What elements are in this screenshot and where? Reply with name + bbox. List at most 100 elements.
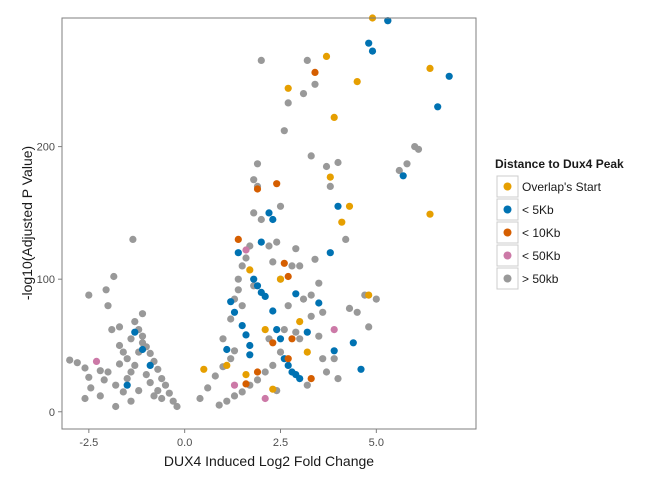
data-point xyxy=(123,381,131,389)
legend-marker xyxy=(503,251,512,260)
data-point xyxy=(276,275,285,283)
data-point xyxy=(276,202,285,210)
data-point xyxy=(242,246,250,254)
data-point xyxy=(234,286,242,294)
data-point xyxy=(211,372,219,380)
y-axis-title: -log10(Adjusted P Value) xyxy=(19,146,35,300)
data-point xyxy=(273,180,281,188)
data-point xyxy=(96,392,104,400)
data-point xyxy=(403,160,411,168)
data-point xyxy=(322,52,331,61)
data-point xyxy=(273,238,281,246)
data-point xyxy=(250,275,258,283)
data-point xyxy=(326,249,334,257)
data-point xyxy=(307,152,315,160)
data-point xyxy=(234,275,242,283)
data-point xyxy=(326,173,334,181)
legend-label: < 50Kb xyxy=(522,249,561,263)
data-point xyxy=(319,308,327,316)
data-point xyxy=(330,113,338,121)
x-axis-title: DUX4 Induced Log2 Fold Change xyxy=(164,453,374,469)
legend-label: < 5Kb xyxy=(522,203,554,217)
data-point xyxy=(349,339,357,347)
legend-label: > 50kb xyxy=(522,272,559,286)
data-point xyxy=(253,376,262,384)
data-point xyxy=(330,326,338,334)
data-point xyxy=(138,345,147,354)
data-point xyxy=(131,328,139,336)
data-point xyxy=(269,385,277,393)
series-1 xyxy=(123,17,453,389)
data-point xyxy=(108,326,116,334)
data-point xyxy=(269,215,277,224)
data-point xyxy=(238,322,246,330)
data-point xyxy=(227,298,235,306)
data-point xyxy=(242,371,250,379)
data-point xyxy=(273,326,281,334)
data-point xyxy=(445,72,453,80)
data-point xyxy=(296,375,304,383)
data-point xyxy=(242,254,250,262)
data-point xyxy=(303,328,311,336)
data-point xyxy=(292,328,300,336)
data-point xyxy=(127,335,135,343)
y-tick-label: 100 xyxy=(37,274,55,286)
data-point xyxy=(303,381,311,389)
data-point xyxy=(345,202,354,210)
data-point xyxy=(73,359,81,367)
data-point xyxy=(265,242,273,250)
data-point xyxy=(284,355,292,363)
data-point xyxy=(426,64,434,72)
series-0 xyxy=(66,17,423,411)
data-point xyxy=(230,347,239,355)
x-tick-label: 2.5 xyxy=(273,437,288,449)
data-point xyxy=(123,355,131,363)
data-point xyxy=(365,39,373,47)
data-point xyxy=(127,368,135,376)
data-point xyxy=(242,380,250,388)
data-point xyxy=(288,335,296,343)
data-point xyxy=(269,307,277,315)
data-point xyxy=(426,210,434,218)
data-point xyxy=(276,348,285,356)
data-point xyxy=(307,312,315,320)
data-point xyxy=(257,56,265,64)
data-point xyxy=(315,332,323,340)
data-point xyxy=(307,375,315,383)
legend: Distance to Dux4 Peak Overlap's Start < 5… xyxy=(495,157,624,290)
data-point xyxy=(227,315,235,323)
y-tick-label: 200 xyxy=(37,142,55,154)
data-point xyxy=(395,166,403,175)
data-point xyxy=(269,361,277,369)
data-point xyxy=(230,381,239,389)
data-point xyxy=(131,361,139,369)
data-point xyxy=(280,326,288,334)
data-point xyxy=(303,56,311,64)
data-point xyxy=(257,238,265,246)
data-point xyxy=(119,388,127,396)
data-point xyxy=(196,394,204,403)
data-point xyxy=(158,375,166,383)
data-point xyxy=(246,341,254,350)
data-point xyxy=(315,279,323,287)
data-point xyxy=(173,402,181,411)
series-3 xyxy=(234,68,319,388)
data-point xyxy=(165,389,173,397)
data-point xyxy=(110,272,118,281)
data-point xyxy=(322,368,331,376)
data-point xyxy=(345,304,354,312)
data-point xyxy=(307,291,315,299)
data-point xyxy=(238,262,246,270)
legend-label: < 10Kb xyxy=(522,226,561,240)
data-point xyxy=(311,68,319,76)
data-point xyxy=(253,368,262,376)
data-point xyxy=(338,218,346,226)
data-point xyxy=(311,80,319,88)
data-point xyxy=(146,361,154,369)
data-point xyxy=(284,84,292,92)
data-point xyxy=(292,290,300,298)
data-point xyxy=(284,302,292,310)
data-point xyxy=(115,323,124,331)
data-point xyxy=(246,266,254,274)
